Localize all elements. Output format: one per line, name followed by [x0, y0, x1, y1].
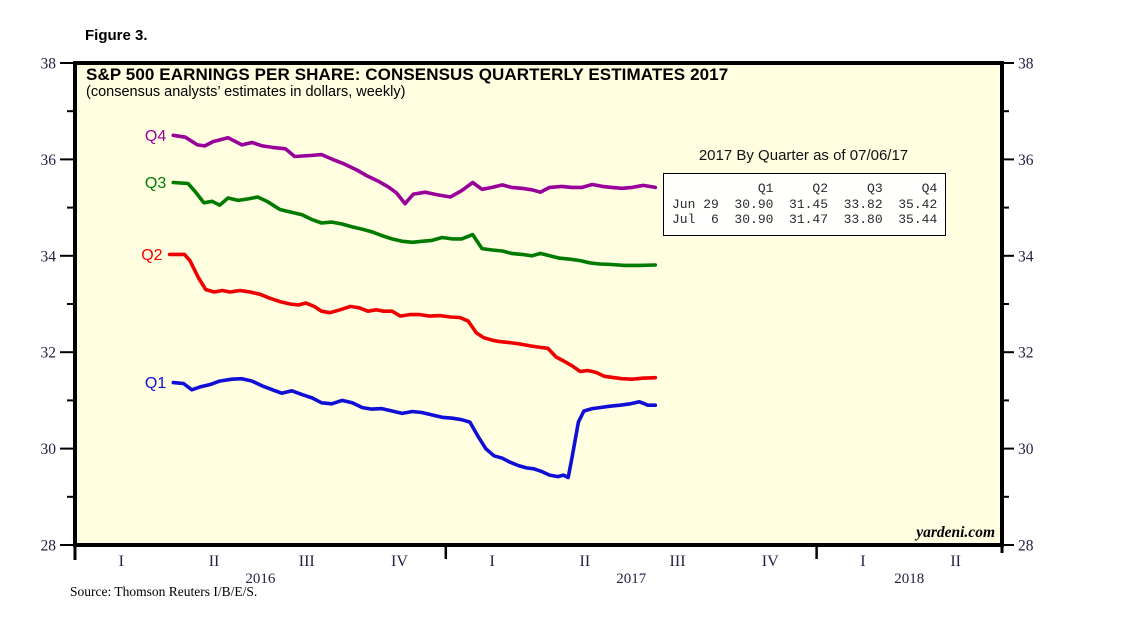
y-axis-tick-label-right: 28 [1018, 538, 1034, 555]
x-axis-year-label: 2017 [616, 571, 647, 587]
series-line-q2 [167, 252, 658, 382]
series-line-q1 [171, 376, 658, 480]
watermark-yardeni: yardeni.com [916, 524, 995, 541]
series-line-q4 [171, 133, 658, 206]
y-axis-tick-label-right: 30 [1018, 441, 1034, 458]
x-axis-quarter-label: I [860, 553, 865, 570]
x-axis-quarter-label: II [950, 553, 961, 570]
y-axis-tick-label-left: 34 [41, 248, 57, 265]
x-axis-quarter-label: II [209, 553, 220, 570]
x-axis-quarter-label: I [489, 553, 494, 570]
y-axis-tick-label-right: 32 [1018, 345, 1034, 362]
series-label-q2: Q2 [141, 247, 162, 264]
source-attribution: Source: Thomson Reuters I/B/E/S. [70, 584, 258, 599]
y-axis-tick-label-right: 38 [1018, 56, 1034, 73]
plot-area [73, 61, 1004, 547]
x-axis-year-label: 2018 [894, 571, 924, 587]
series-label-q3: Q3 [145, 175, 166, 192]
x-axis-quarter-label: II [580, 553, 591, 570]
quarter-table: Q1 Q2 Q3 Q4 Jun 29 30.90 31.45 33.82 35.… [663, 173, 946, 236]
x-axis-quarter-label: III [670, 553, 686, 570]
y-axis-tick-label-left: 28 [41, 538, 57, 555]
y-axis-tick-label-right: 36 [1018, 152, 1034, 169]
figure-label: Figure 3. [85, 27, 148, 44]
quarter-table-title: 2017 By Quarter as of 07/06/17 [698, 147, 909, 164]
x-axis-year-label: 2016 [245, 571, 276, 587]
y-axis-tick-label-left: 30 [41, 441, 57, 458]
y-axis-tick-label-left: 36 [41, 152, 57, 169]
series-label-q1: Q1 [145, 375, 166, 392]
y-axis-tick-label-left: 32 [41, 345, 57, 362]
series-label-q4: Q4 [145, 128, 166, 145]
y-axis-tick-label-left: 38 [41, 56, 57, 73]
chart-subtitle: (consensus analysts’ estimates in dollar… [86, 84, 406, 100]
y-axis-tick-label-right: 34 [1018, 248, 1034, 265]
x-axis-quarter-label: I [119, 553, 124, 570]
series-line-q3 [171, 180, 658, 268]
x-axis-quarter-label: IV [762, 553, 779, 570]
x-axis-quarter-label: IV [391, 553, 408, 570]
chart-title: S&P 500 EARNINGS PER SHARE: CONSENSUS QU… [86, 65, 729, 84]
x-axis-quarter-label: III [299, 553, 315, 570]
